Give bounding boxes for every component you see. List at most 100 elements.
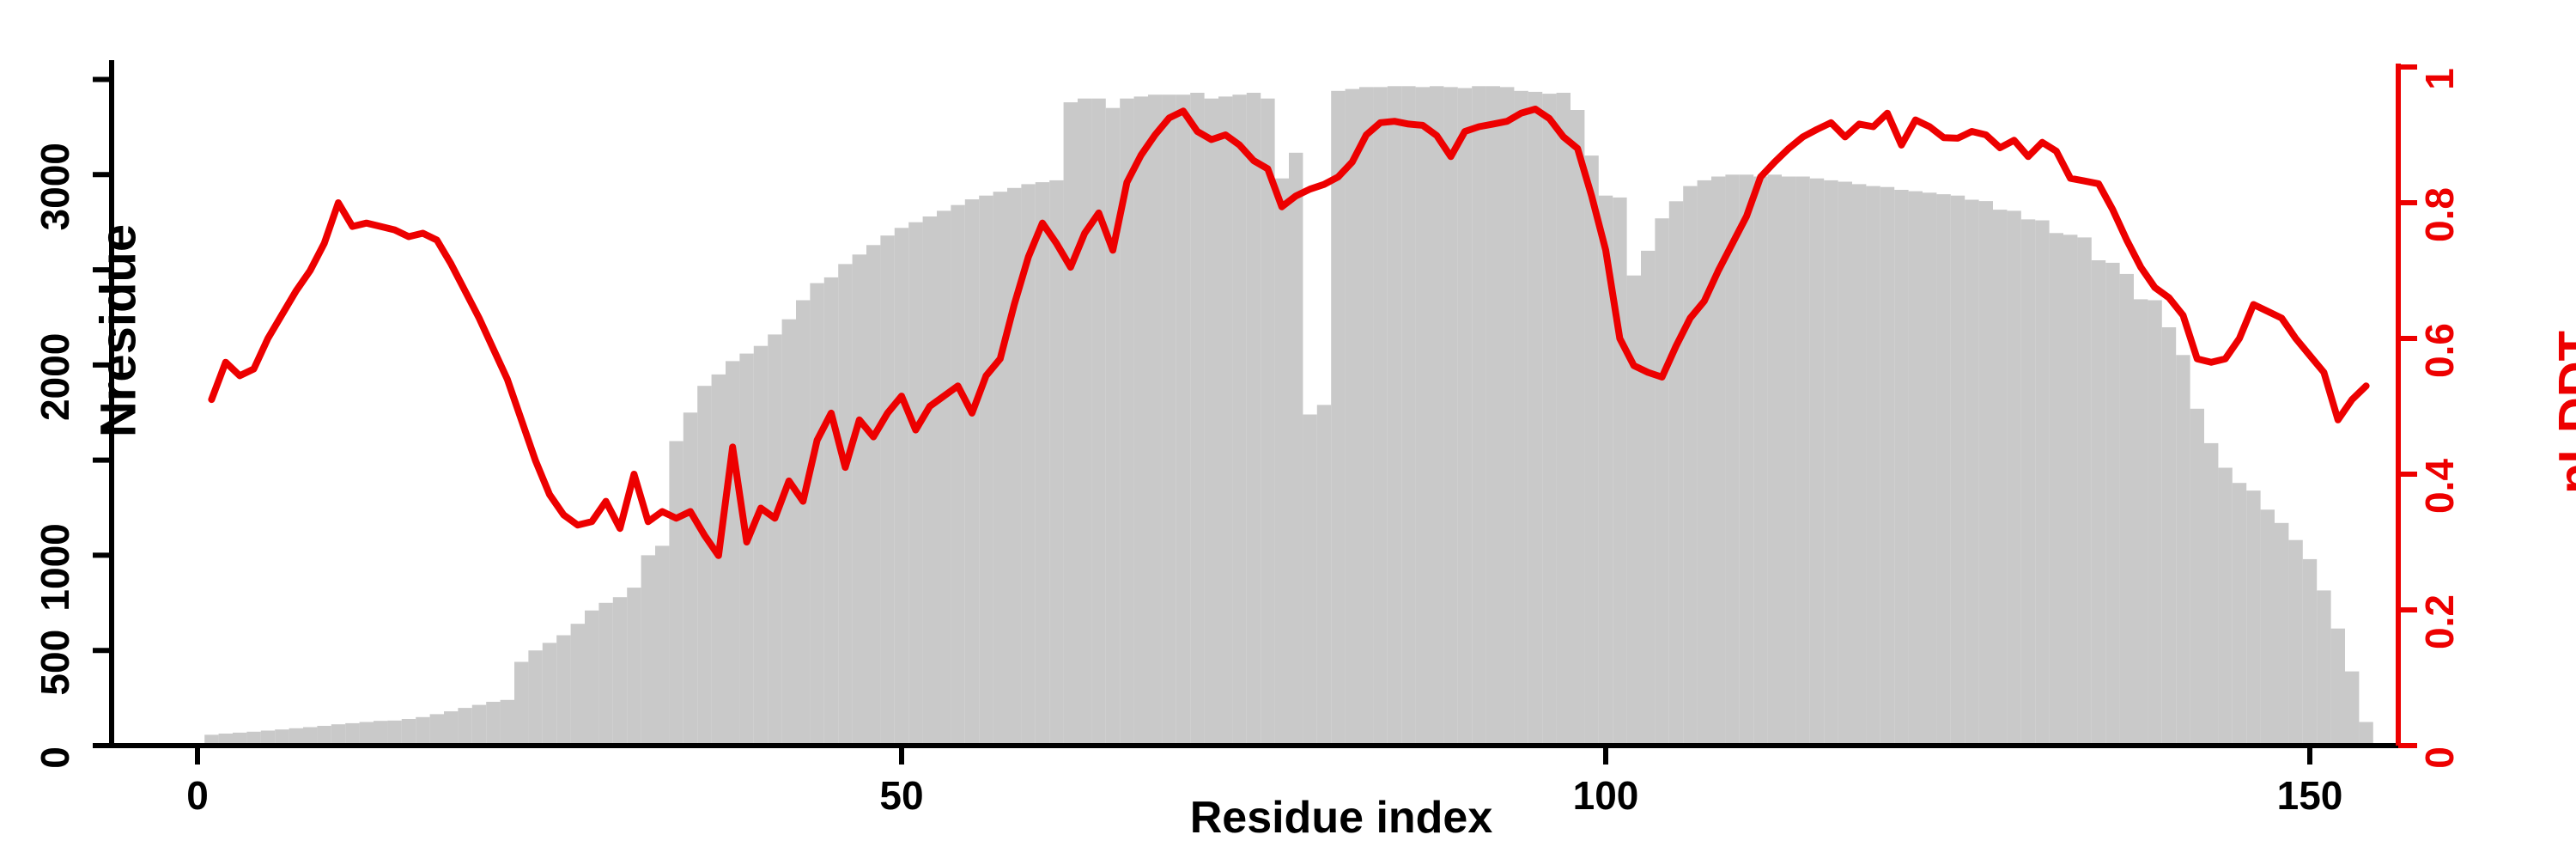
bar-residue-102: [1626, 275, 1641, 746]
bar-residue-47: [852, 254, 866, 746]
bar-residue-146: [2246, 490, 2261, 746]
bar-residue-8: [303, 727, 318, 746]
bar-residue-61: [1049, 180, 1064, 746]
bar-residue-140: [2161, 327, 2177, 746]
bar-residue-62: [1063, 102, 1078, 746]
bar-residue-67: [1133, 96, 1148, 746]
left-tick-label-0: 0: [33, 746, 77, 769]
bar-residue-49: [880, 235, 895, 746]
bar-residue-99: [1584, 155, 1599, 746]
bar-residue-70: [1176, 94, 1191, 746]
plddt-curve: [208, 106, 2370, 559]
bar-residue-93: [1500, 87, 1515, 746]
plddt-line: [208, 106, 2370, 559]
bar-residue-30: [612, 597, 628, 746]
bar-residue-66: [1120, 98, 1134, 746]
bar-residue-100: [1598, 195, 1613, 746]
bar-residue-26: [556, 635, 571, 746]
right-axis-title: pLDDT: [2549, 330, 2576, 495]
bar-residue-87: [1415, 87, 1430, 746]
bar-residue-115: [1809, 178, 1825, 746]
left-tick-label-1000: 1000: [33, 523, 77, 611]
bar-residue-137: [2119, 273, 2134, 746]
bar-residue-120: [1880, 186, 1895, 746]
bar-residue-24: [528, 650, 543, 746]
bar-residue-113: [1782, 176, 1796, 746]
right-tick-label-0.4: 0.4: [2417, 459, 2462, 514]
bar-residue-127: [1978, 201, 1993, 746]
bar-residue-136: [2105, 262, 2120, 746]
bar-residue-52: [922, 216, 937, 746]
left-tick-label-500: 500: [33, 630, 77, 696]
bar-residue-109: [1725, 174, 1740, 746]
bar-residue-46: [838, 264, 853, 746]
bar-residue-125: [1950, 195, 1965, 746]
bar-residue-135: [2091, 260, 2106, 746]
bar-residue-78: [1289, 152, 1303, 746]
bar-residue-101: [1613, 197, 1627, 746]
bar-residue-90: [1457, 88, 1473, 746]
bar-residue-12: [359, 722, 374, 746]
bar-residue-7: [289, 728, 303, 746]
bar-residue-17: [429, 714, 444, 746]
bar-residue-68: [1148, 94, 1163, 746]
bar-residue-121: [1894, 190, 1909, 746]
x-tick-label-100: 100: [1573, 773, 1639, 818]
bar-residue-25: [542, 643, 557, 746]
bar-residue-14: [387, 720, 402, 746]
bar-residue-145: [2232, 483, 2247, 746]
bar-residue-72: [1204, 98, 1218, 746]
right-tick-label-0.8: 0.8: [2417, 187, 2462, 242]
bar-residue-19: [458, 708, 472, 746]
bar-residue-1: [204, 734, 219, 746]
bar-residue-85: [1387, 86, 1402, 746]
bar-residue-11: [345, 722, 360, 746]
x-tick-label-50: 50: [879, 773, 923, 818]
bar-residue-82: [1345, 88, 1359, 746]
bar-residue-59: [1021, 184, 1036, 746]
bar-residue-23: [514, 661, 529, 746]
bar-residue-141: [2176, 355, 2190, 746]
bar-residue-80: [1316, 405, 1332, 746]
bar-residue-16: [416, 716, 430, 746]
bar-residue-95: [1528, 91, 1543, 746]
left-axis-title: Nresidue: [90, 223, 147, 438]
bar-residue-88: [1430, 86, 1444, 746]
bar-residue-91: [1472, 86, 1486, 746]
x-axis-title: Residue index: [1189, 793, 1493, 843]
bar-residue-76: [1261, 98, 1275, 746]
bar-residue-40: [753, 345, 769, 746]
bar-residue-118: [1852, 184, 1867, 746]
bar-residue-55: [964, 199, 980, 746]
bar-residue-81: [1331, 90, 1346, 746]
bar-residue-64: [1091, 98, 1106, 746]
bar-residue-38: [726, 361, 740, 746]
bar-residue-10: [331, 724, 346, 746]
bar-residue-134: [2077, 237, 2092, 746]
bar-residue-148: [2275, 522, 2289, 746]
x-tick-label-0: 0: [186, 773, 209, 818]
bar-residue-65: [1105, 107, 1121, 746]
bar-residue-96: [1542, 94, 1557, 746]
bar-residue-57: [993, 192, 1007, 746]
bar-residue-73: [1218, 96, 1233, 746]
bar-residue-27: [570, 624, 585, 746]
bar-residue-129: [2007, 210, 2021, 746]
bar-residue-34: [669, 441, 683, 746]
bar-residue-4: [246, 731, 261, 746]
bar-residue-117: [1838, 181, 1852, 746]
bar-residue-5: [260, 730, 276, 746]
bar-residue-28: [585, 610, 599, 746]
bar-residue-45: [823, 277, 839, 746]
bar-residue-58: [1007, 187, 1022, 746]
bar-residue-143: [2204, 442, 2219, 746]
bar-residue-110: [1739, 174, 1754, 746]
bar-residue-139: [2148, 300, 2162, 746]
bar-residue-126: [1965, 199, 1979, 746]
bar-residue-84: [1373, 87, 1388, 746]
bar-residue-20: [471, 704, 487, 746]
bar-residue-152: [2330, 628, 2345, 746]
bar-residue-97: [1556, 93, 1571, 746]
nresidue-bars: [204, 86, 2373, 746]
